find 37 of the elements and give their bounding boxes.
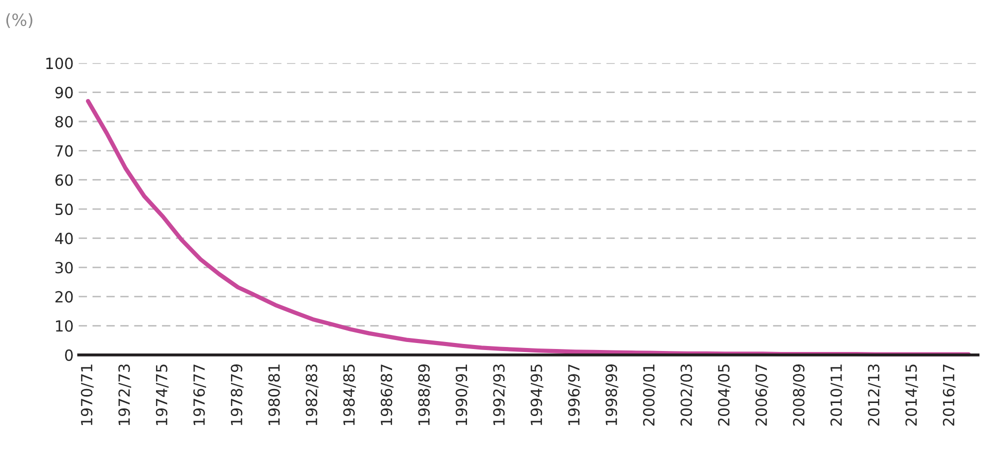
x-tick-label: 1982/83 <box>306 364 319 426</box>
x-tick-label: 2004/05 <box>718 364 731 426</box>
x-tick-label: 2014/15 <box>905 364 918 426</box>
x-tick-label: 1988/89 <box>418 364 431 426</box>
y-tick-label: 90 <box>55 86 73 98</box>
x-tick-label: 1974/75 <box>156 364 169 426</box>
x-tick-label: 1996/97 <box>568 364 581 426</box>
x-tick-label: 2002/03 <box>680 364 694 426</box>
y-tick-label: 40 <box>55 232 73 244</box>
x-tick-label: 1992/93 <box>493 364 506 426</box>
y-tick-label: 30 <box>56 262 73 274</box>
x-tick-label: 1986/87 <box>380 364 394 426</box>
y-tick-label: 0 <box>65 349 73 361</box>
line-series <box>86 98 971 356</box>
x-tick-label: 1994/95 <box>530 364 544 426</box>
y-axis-title: (%) <box>6 13 32 28</box>
x-tick-label: 1976/77 <box>193 364 206 426</box>
x-tick-label: 1980/81 <box>268 364 282 426</box>
x-tick-label: 2016/17 <box>942 364 956 426</box>
x-tick-label: 2000/01 <box>643 364 656 426</box>
y-tick-label: 20 <box>55 291 73 303</box>
y-tick-label: 50 <box>56 204 73 216</box>
y-tick-label: 10 <box>56 320 73 332</box>
x-tick-label: 1972/73 <box>118 364 132 426</box>
y-tick-label: 100 <box>46 58 73 70</box>
x-tick-label: 1984/85 <box>343 364 356 426</box>
x-tick-label: 1978/79 <box>230 364 244 426</box>
x-tick-label: 2008/09 <box>792 364 806 426</box>
y-tick-label: 70 <box>56 145 73 157</box>
x-tick-label: 1970/71 <box>80 364 94 426</box>
x-tick-label: 2012/13 <box>868 364 881 426</box>
y-tick-label: 60 <box>55 174 73 186</box>
x-tick-label: 2006/07 <box>755 364 768 426</box>
y-tick-label: 80 <box>55 116 73 128</box>
x-tick-label: 1998/99 <box>606 364 618 426</box>
x-tick-label: 1990/91 <box>456 364 468 426</box>
x-tick-label: 2010/11 <box>830 364 844 426</box>
